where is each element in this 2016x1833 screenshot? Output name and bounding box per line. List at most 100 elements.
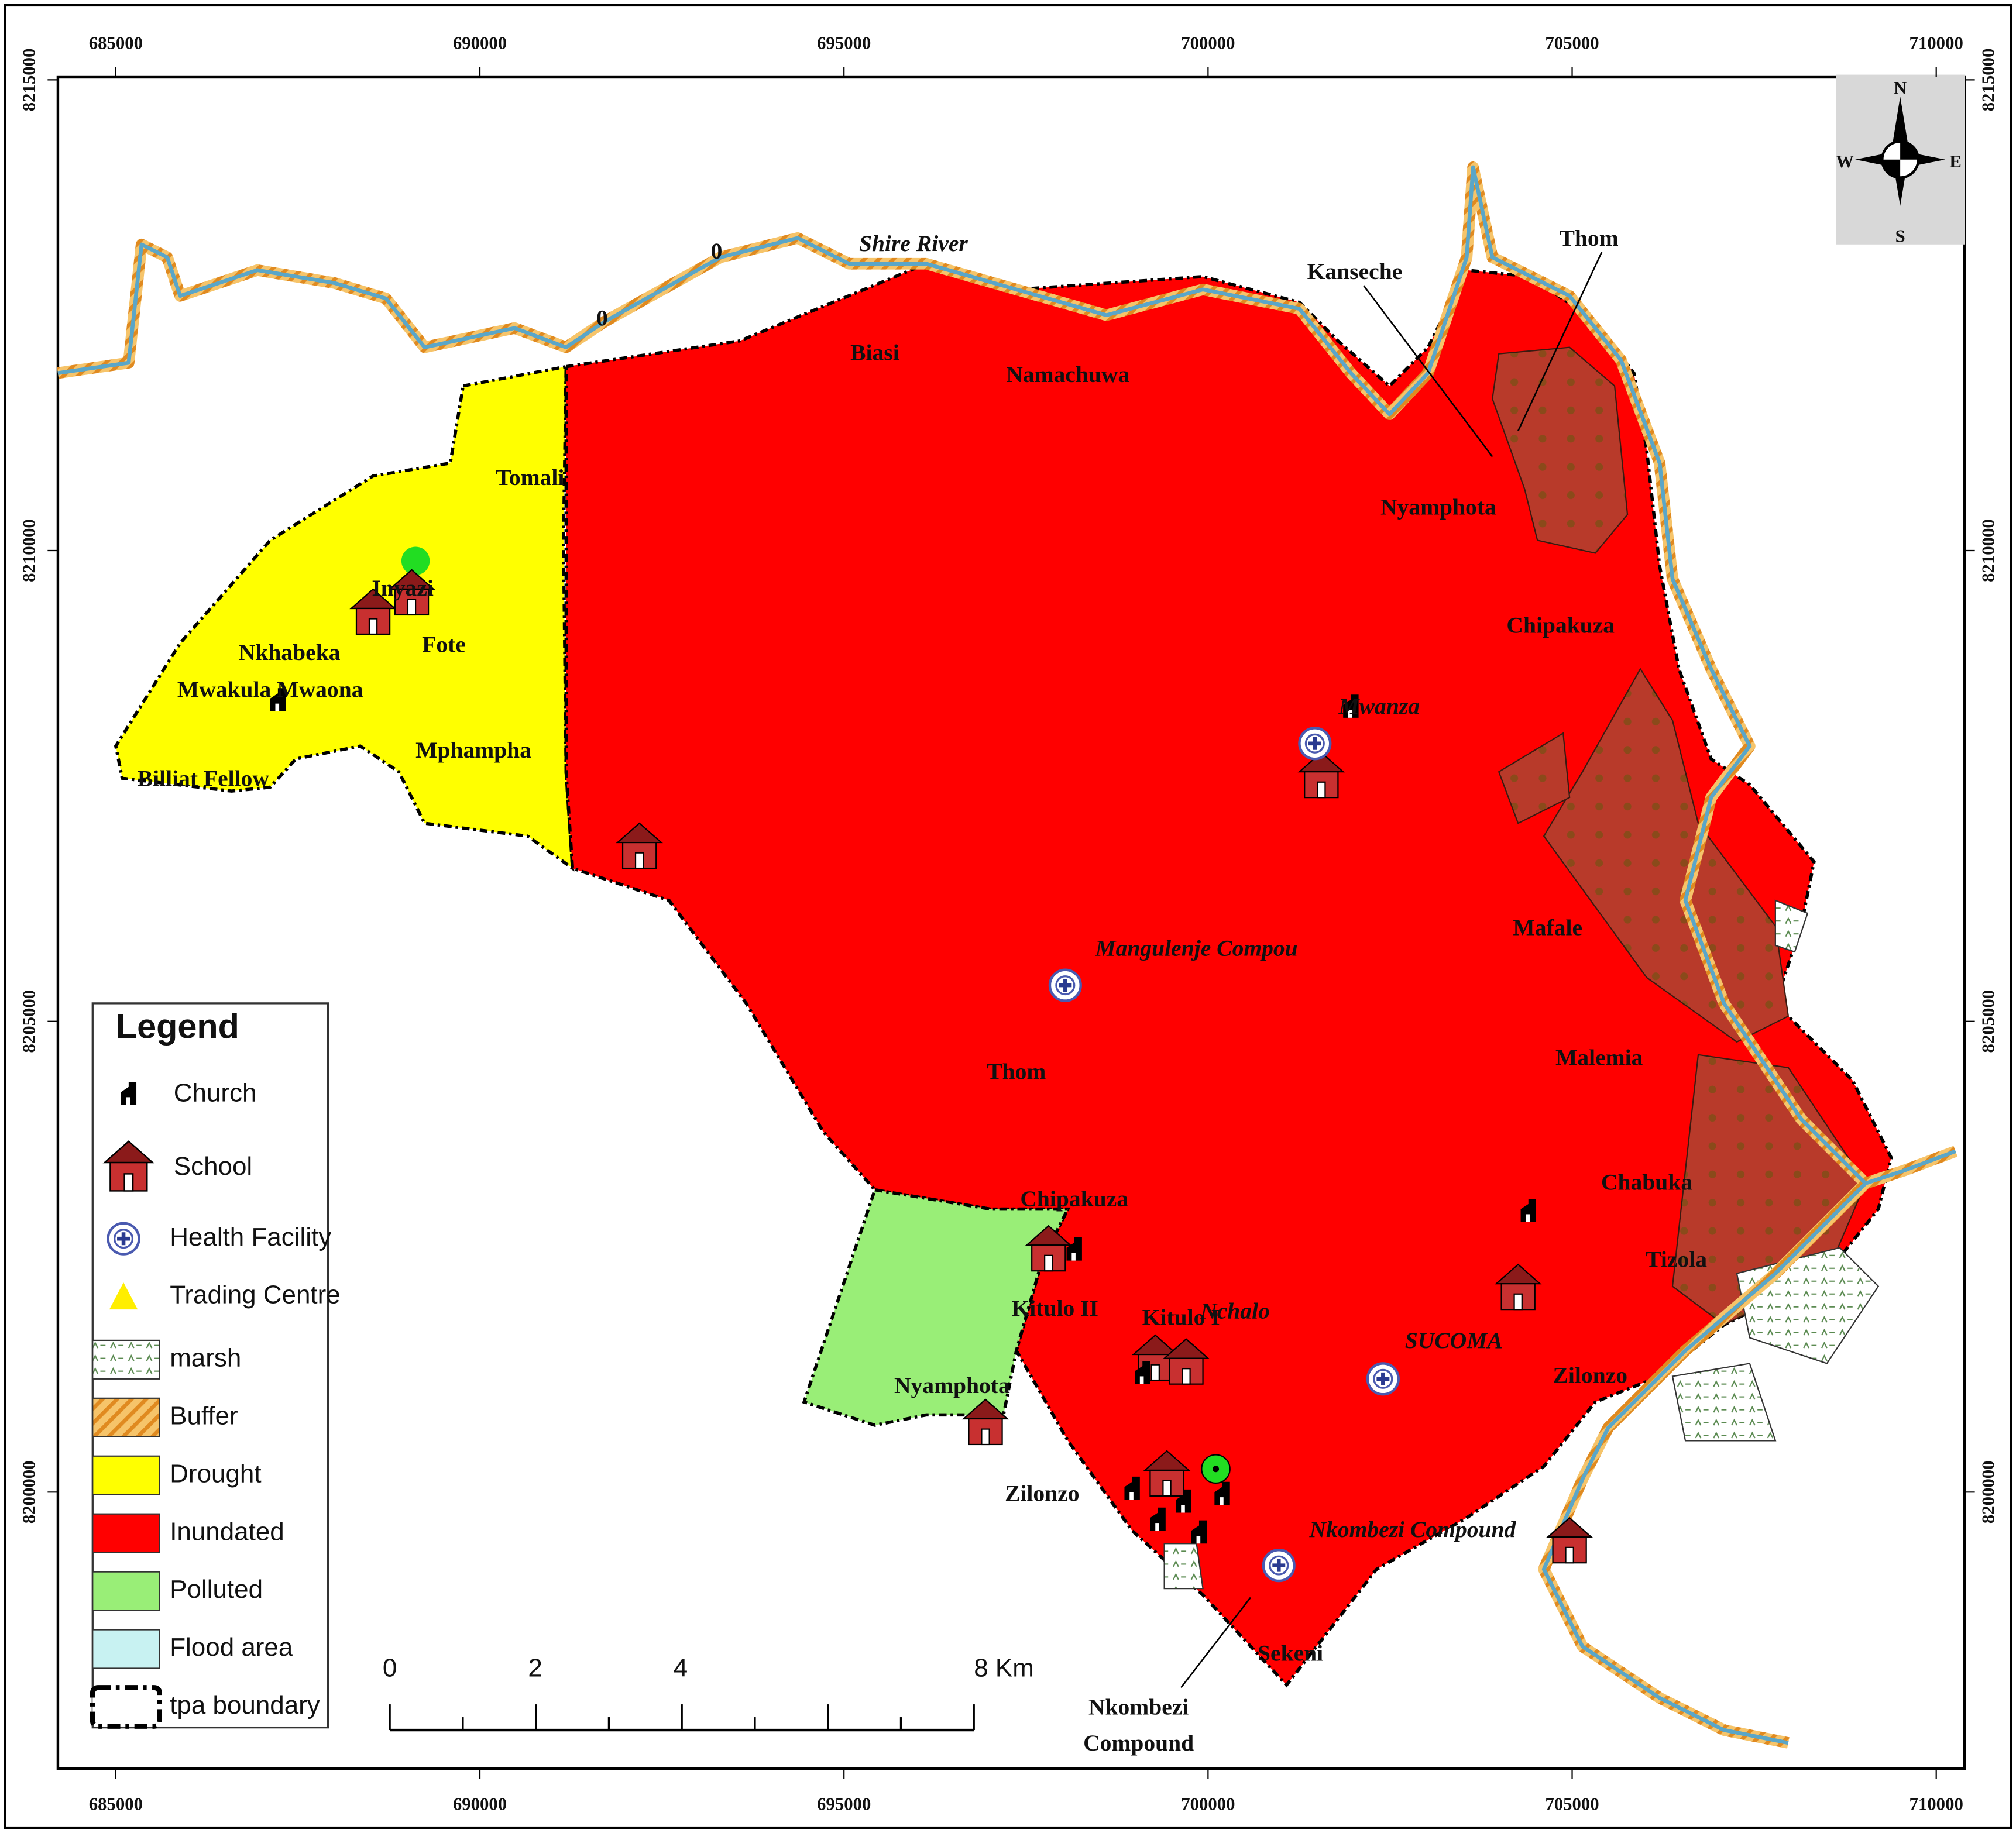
place-label: Nchalo [1200,1298,1270,1324]
legend-label: Inundated [170,1517,284,1546]
health-icon [1298,727,1332,761]
place-label: Chipakuza [1506,613,1615,638]
y-tick-label-right: 8200000 [1979,1460,1998,1524]
place-label: Kitulo I [1142,1305,1220,1330]
y-tick-label-left: 8210000 [19,519,39,582]
y-tick-label-right: 8205000 [1979,990,1998,1053]
church-icon [270,688,286,711]
school-door [1162,1480,1172,1497]
health-cross [1059,979,1072,992]
x-tick-label-bottom: 710000 [1909,1794,1963,1814]
church-icon [1214,1481,1230,1505]
legend-triangle [109,1282,138,1310]
x-tick-label-top: 690000 [453,33,507,53]
legend-label: Trading Centre [170,1281,341,1309]
legend-swatch [92,1571,160,1611]
legend-label: tpa boundary [170,1691,320,1719]
legend-label: School [174,1152,252,1181]
compass-w: W [1836,152,1854,171]
place-labels: Biasi Namachuwa Kanseche Thom Tomali Nyamphot… [138,225,1707,1756]
school-door [1150,1364,1160,1381]
school-icon [1162,1338,1210,1385]
x-tick-label-top: 710000 [1909,33,1963,53]
school-door [1317,781,1326,799]
school-door [1044,1254,1053,1272]
place-label: Kanseche [1307,259,1403,284]
church-shape [1214,1481,1230,1505]
place-label: SUCOMA [1405,1328,1503,1353]
place-label: 0 [711,238,723,264]
church-icon [1135,1361,1150,1384]
place-label: Biasi [850,340,899,366]
place-label: 0 [596,305,608,331]
legend-swatch [90,1685,163,1729]
church-shape [1066,1237,1082,1261]
school-door [123,1173,134,1192]
place-label: Nkombezi [1088,1694,1189,1720]
x-tick-label-bottom: 705000 [1545,1794,1599,1814]
church-shape [121,1082,137,1105]
school-icon [349,588,397,635]
icons [270,569,1593,1583]
river-line [57,165,1956,1185]
scale-label: 8 Km [974,1653,1034,1682]
x-tick-label-top: 695000 [817,33,871,53]
church-icon [1520,1199,1536,1222]
church-door [126,1097,130,1105]
place-label: Billiat Fellow [138,765,270,791]
health-icon [107,1222,140,1256]
x-tick-label-top: 700000 [1181,33,1235,53]
church-shape [1135,1361,1150,1384]
health-icon [1366,1362,1400,1396]
legend-label: Flood area [170,1633,293,1662]
church-icon [1176,1489,1191,1513]
compass-s: S [1895,226,1905,246]
health-icon [1048,968,1082,1002]
compass: N S E W [1836,74,1965,246]
legend-label: Health Facility [170,1223,331,1251]
legend-swatch [92,1629,160,1669]
school-door [981,1428,990,1446]
legend-swatch [92,1455,160,1495]
x-tick-label-top: 705000 [1545,33,1599,53]
x-tick-label-top: 685000 [89,33,143,53]
school-icon [1025,1225,1073,1272]
y-tick-label-left: 8205000 [19,990,39,1053]
church-shape [1150,1507,1166,1531]
place-label: Malemia [1555,1044,1643,1070]
place-label: Mwakula Mwaona [177,677,363,703]
scale-label: 0 [383,1653,397,1682]
school-door [1182,1368,1191,1385]
church-door [1220,1497,1224,1505]
church-door [1526,1214,1530,1222]
river-label: Shire River [859,231,968,256]
church-door [1071,1253,1076,1261]
health-icon [1262,1549,1296,1583]
place-label: Inyazi [372,575,434,601]
x-tick-label-bottom: 695000 [817,1794,871,1814]
church-shape [1124,1476,1140,1500]
church-shape [1520,1199,1536,1222]
legend-label: Drought [170,1459,261,1488]
church-icon [1066,1237,1082,1261]
polluted-area [802,1188,1071,1427]
school-icon [961,1398,1009,1446]
compass-n: N [1894,78,1907,98]
legend-items: Church School Health Facility Trading Centr… [90,1079,341,1729]
legend-label: marsh [170,1343,241,1372]
church-shape [1343,694,1359,718]
y-tick-label-left: 8215000 [19,49,39,112]
church-door [1181,1505,1185,1513]
legend-swatch [92,1513,160,1553]
y-tick-label-right: 8210000 [1979,519,1998,582]
church-door [1129,1492,1134,1500]
health-cross [1308,737,1321,750]
church-door [1348,710,1352,718]
leader [1517,252,1603,432]
x-tick-label-bottom: 700000 [1181,1794,1235,1814]
y-tick-label-right: 8215000 [1979,49,1998,112]
place-label: Zilonzo [1553,1362,1627,1388]
place-label: Mafale [1513,914,1582,940]
zone [1492,346,1629,554]
